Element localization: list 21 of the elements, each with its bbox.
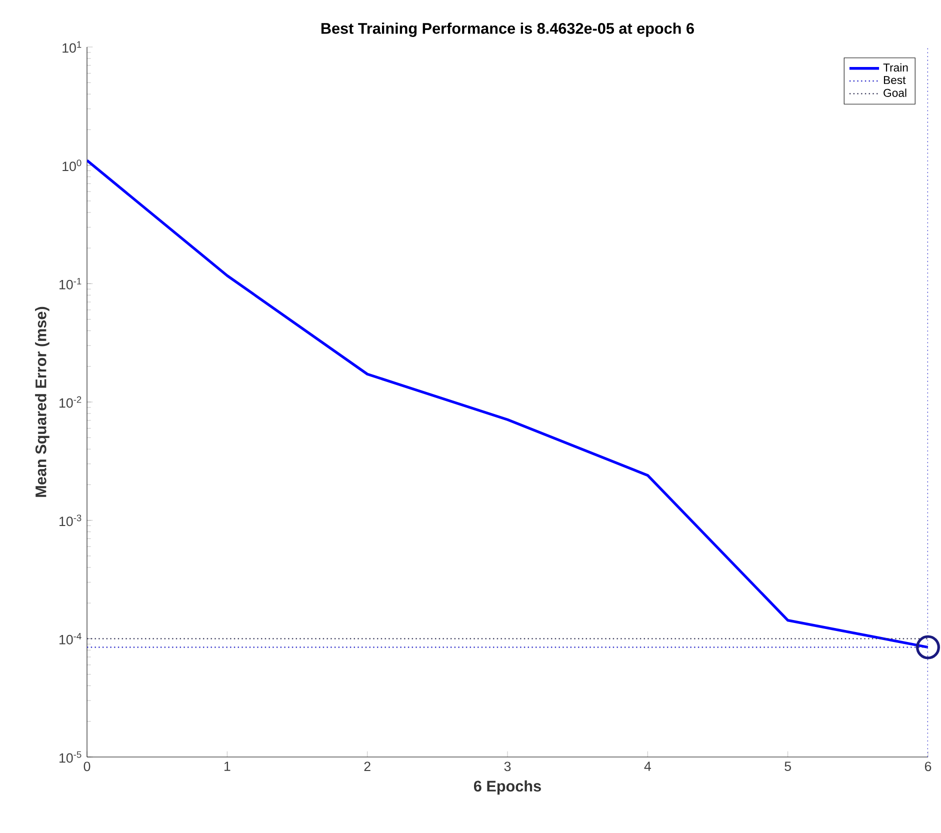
legend-label: Train — [883, 63, 908, 72]
y-tick-label: 10$^{1}$ — [62, 41, 82, 53]
y-tick-label: 10$^{-4}$ — [60, 632, 82, 644]
x-axis-title: 6 Epochs — [474, 780, 541, 795]
y-tick-label: 10$^{0}$ — [62, 160, 82, 172]
x-tick-label: 6 — [924, 762, 932, 772]
legend-label: Goal — [884, 88, 906, 97]
y-tick-label: 10$^{-5}$ — [60, 751, 82, 763]
x-tick-label: 2 — [364, 762, 370, 772]
y-tick-label: 10$^{-1}$ — [60, 278, 82, 290]
x-tick-label: 4 — [644, 762, 651, 771]
x-tick-label: 3 — [504, 762, 511, 772]
x-tick-label: 0 — [84, 762, 90, 772]
x-tick-label: 1 — [224, 762, 230, 771]
line-series — [87, 159, 928, 649]
ref-line-label: Best — [884, 76, 906, 84]
y-tick-label: 10$^{-3}$ — [60, 514, 82, 526]
y-tick-label: 10$^{-2}$ — [60, 396, 82, 408]
y-axis-title: Mean Squared Error (mse) — [35, 306, 50, 497]
x-tick-label: 5 — [784, 762, 791, 772]
chart-title: Best Training Performance is 8.4632e-05 at epoch 6 — [321, 22, 694, 37]
